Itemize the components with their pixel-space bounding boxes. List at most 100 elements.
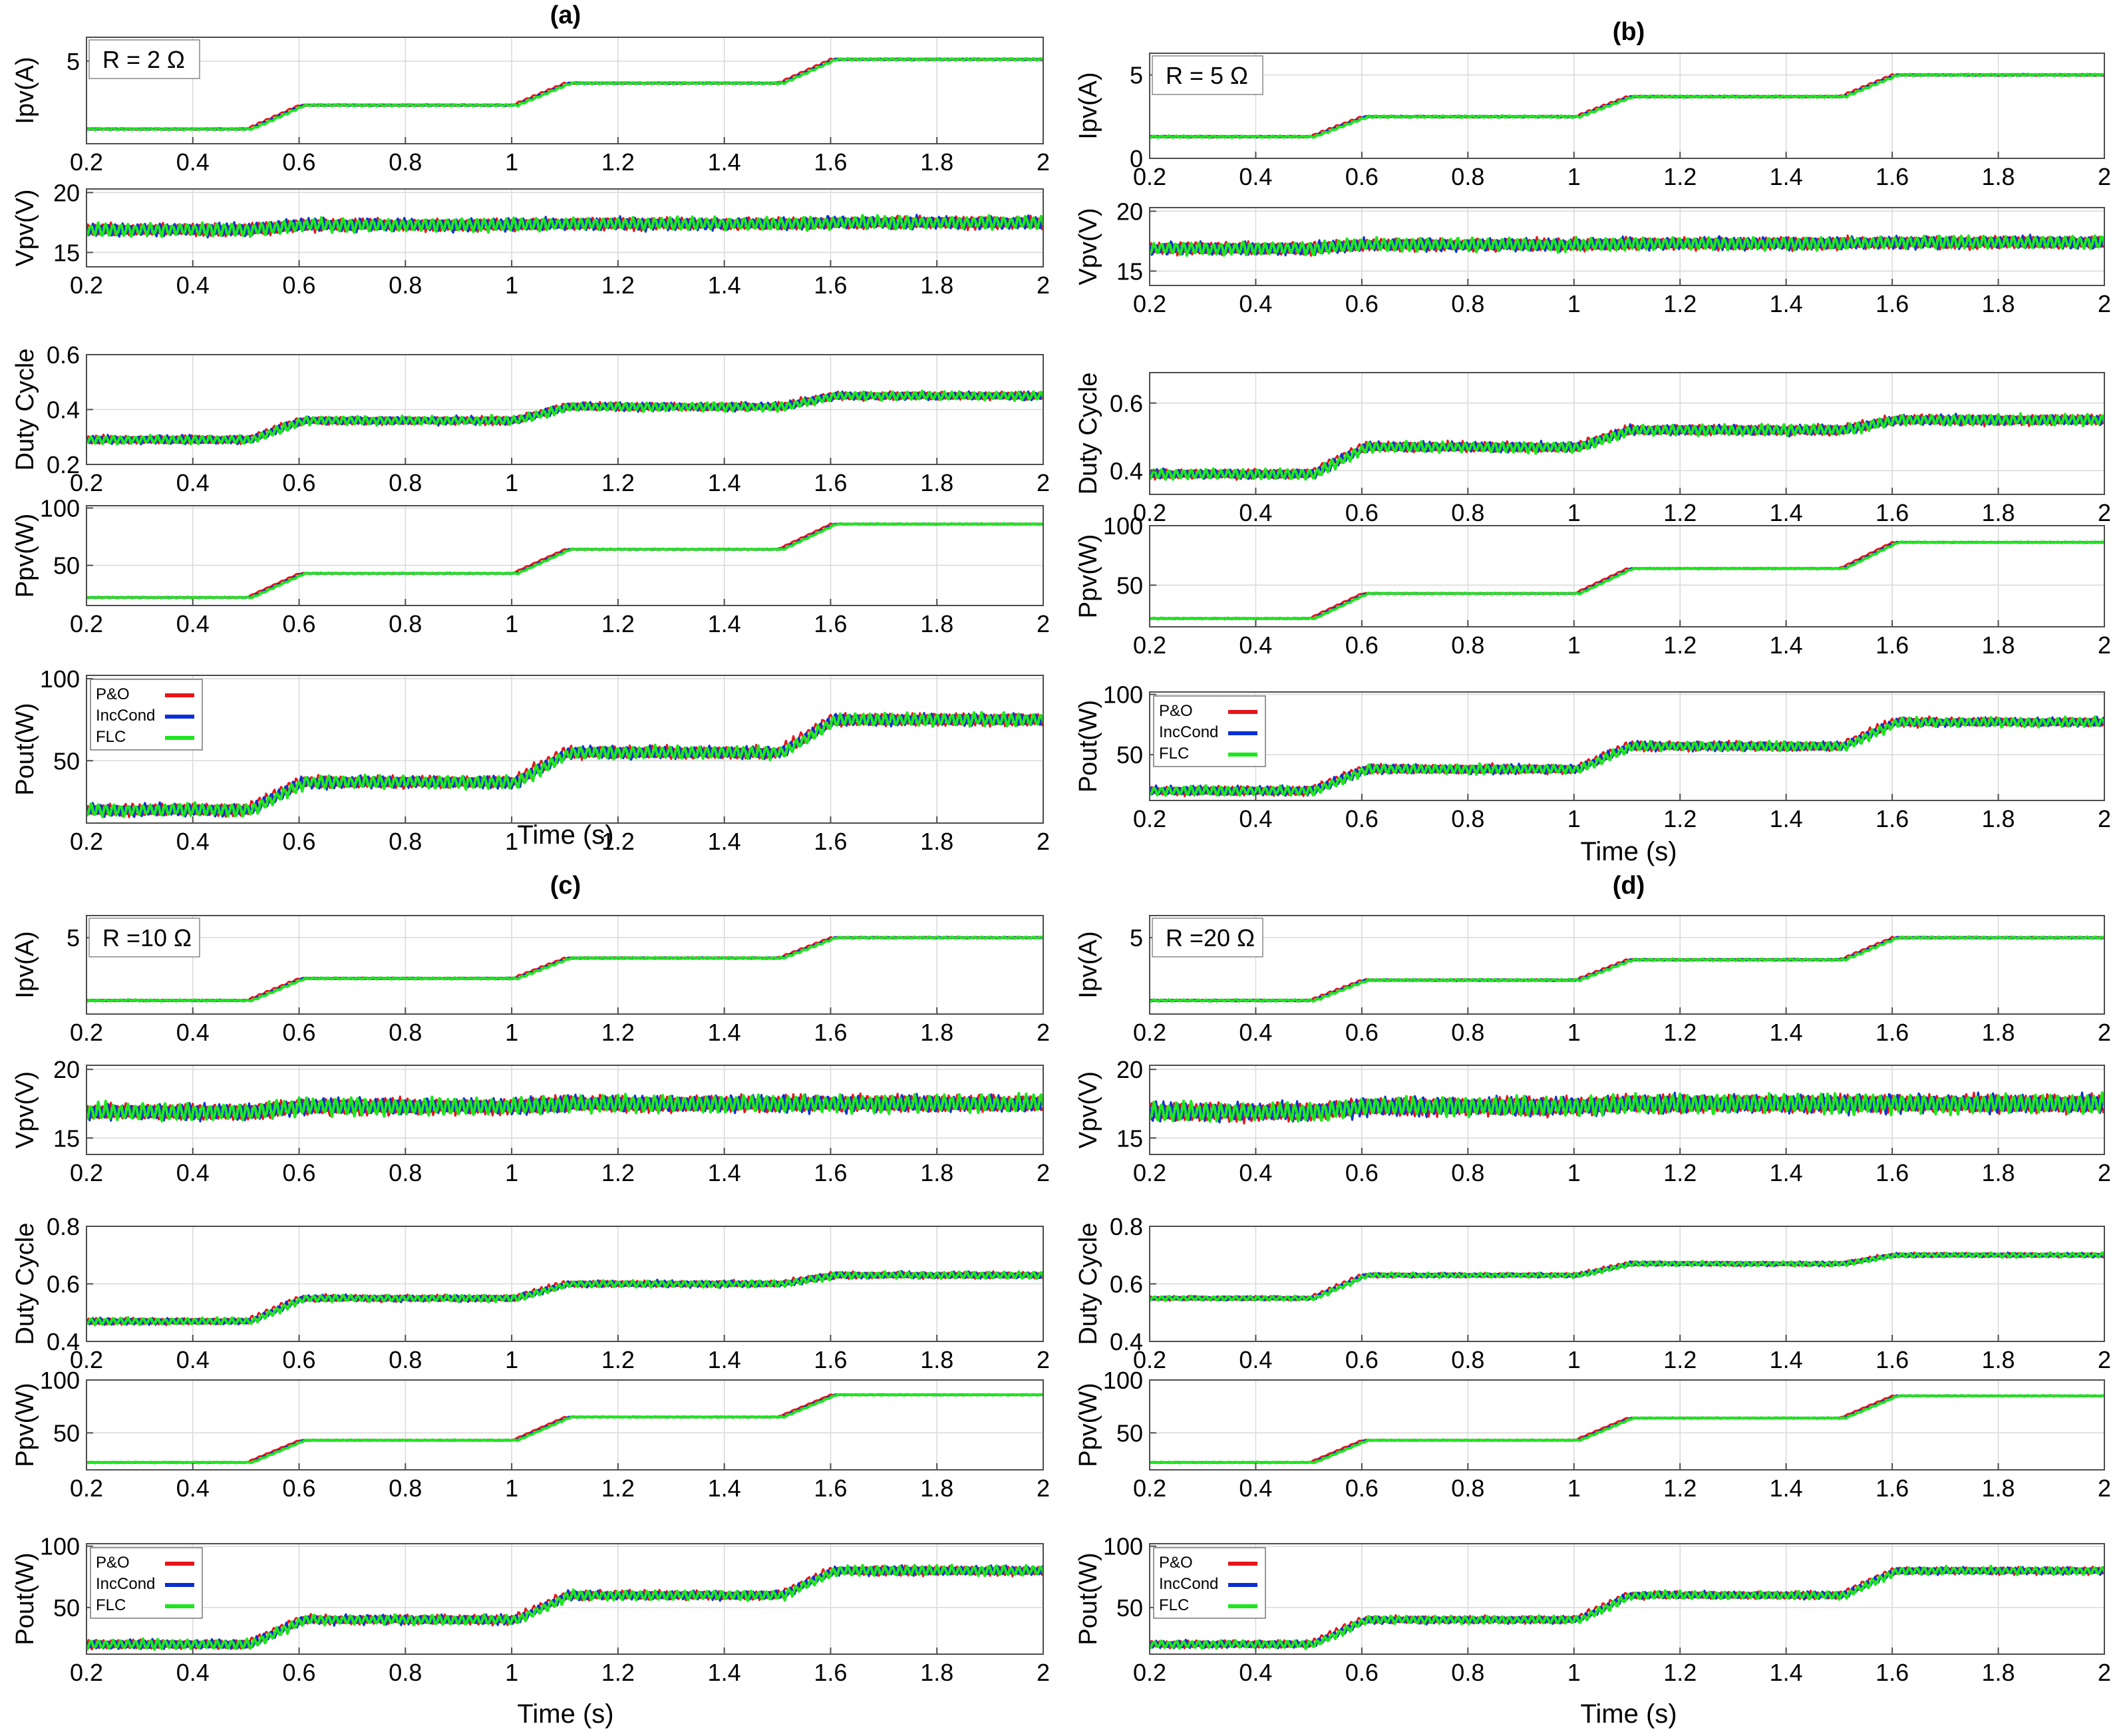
- axes-frame: [1149, 372, 2105, 495]
- x-tick-label: 1.8: [1982, 631, 2015, 659]
- x-tick-label: 0.2: [1133, 499, 1166, 526]
- y-tick-label: 50: [53, 552, 80, 580]
- x-tick-label: 1.2: [1663, 163, 1697, 190]
- x-tick-label: 1.8: [920, 610, 953, 637]
- x-tick-label: 0.2: [70, 1659, 103, 1686]
- y-tick-label: 50: [53, 747, 80, 775]
- x-tick-label: 1.4: [708, 1159, 741, 1186]
- x-tick-label: 1.8: [1982, 163, 2015, 190]
- x-tick-label: 1.6: [1876, 290, 1909, 317]
- series-line-flc: [1150, 73, 2104, 139]
- y-axis-label: Ipv(A): [11, 931, 39, 998]
- x-tick-label: 1.8: [1982, 1019, 2015, 1046]
- x-axis-label: Time (s): [1580, 1699, 1677, 1729]
- annotation-text: R =10 Ω: [102, 924, 192, 952]
- series-group: [86, 1393, 1043, 1465]
- resistance-annotation: R = 5 Ω: [1152, 55, 1263, 95]
- x-tick-label: 1.6: [1876, 1659, 1909, 1686]
- y-tick-label: 15: [1116, 1125, 1143, 1152]
- annotation-text: R =20 Ω: [1166, 924, 1255, 952]
- x-tick-label: 0.2: [1133, 1346, 1166, 1373]
- x-tick-label: 1.2: [1663, 1019, 1697, 1046]
- legend-label: IncCond: [1159, 723, 1218, 741]
- x-tick-label: 1.4: [1770, 1346, 1803, 1373]
- x-tick-label: 0.4: [176, 1159, 210, 1186]
- x-tick-label: 2: [1037, 828, 1050, 855]
- x-tick-label: 1.6: [814, 610, 847, 637]
- panel-title: (c): [550, 872, 581, 900]
- series-line-inccond: [86, 1270, 1043, 1326]
- legend-label: FLC: [96, 728, 126, 746]
- y-tick-label: 0.4: [1110, 1328, 1143, 1355]
- x-tick-label: 1.6: [814, 469, 847, 496]
- x-tick-label: 0.2: [1133, 631, 1166, 659]
- x-tick-label: 1: [505, 1659, 518, 1686]
- x-tick-label: 0.6: [283, 1159, 316, 1186]
- x-tick-label: 2: [2098, 1159, 2111, 1186]
- x-tick-label: 0.8: [389, 1346, 422, 1373]
- x-tick-label: 0.2: [70, 148, 103, 176]
- x-tick-label: 1: [1567, 499, 1581, 526]
- legend: P&O IncCond FLC: [1153, 1547, 1266, 1619]
- x-tick-label: 0.8: [389, 1019, 422, 1046]
- x-tick-label: 1.6: [814, 828, 847, 855]
- y-tick-label: 15: [53, 1125, 80, 1152]
- x-tick-label: 2: [1037, 1346, 1050, 1373]
- series-group: [86, 1092, 1043, 1123]
- panel-a: (a) Time (s): [517, 1, 613, 850]
- x-tick-label: 0.2: [70, 1475, 103, 1502]
- x-tick-label: 0.8: [1451, 1019, 1484, 1046]
- x-tick-label: 2: [2098, 499, 2111, 526]
- x-tick-label: 0.8: [389, 148, 422, 176]
- x-tick-label: 1.6: [1876, 1475, 1909, 1502]
- series-group: [86, 1564, 1043, 1651]
- x-tick-label: 0.8: [1451, 290, 1484, 317]
- y-tick-label: 0.8: [1110, 1213, 1143, 1240]
- x-tick-label: 0.4: [1239, 499, 1272, 526]
- subplot-duty-cycle: 0.2 0.4 0.6 0.8 1 1.2 1.4 1.6 1.8 2 0.2 0.4 0.6 Duty …: [11, 341, 1050, 496]
- x-tick-label: 0.6: [283, 1346, 316, 1373]
- x-tick-label: 0.8: [1451, 163, 1484, 190]
- x-tick-label: 0.4: [1239, 631, 1272, 659]
- x-tick-label: 0.2: [1133, 290, 1166, 317]
- y-tick-label: 0.6: [47, 341, 80, 369]
- x-tick-label: 1.4: [1770, 1659, 1803, 1686]
- y-tick-label: 50: [1116, 741, 1143, 769]
- x-tick-label: 1.4: [1770, 1019, 1803, 1046]
- series-line-flc: [1150, 1564, 2104, 1650]
- x-tick-label: 0.6: [1345, 805, 1379, 832]
- y-tick-label: 100: [1103, 681, 1143, 709]
- x-tick-label: 0.8: [389, 1659, 422, 1686]
- legend: P&O IncCond FLC: [1153, 695, 1266, 767]
- series-line-inccond: [1150, 715, 2104, 797]
- panel-c: (c) Time (s): [517, 872, 613, 1729]
- x-tick-label: 1: [1567, 1346, 1581, 1373]
- x-tick-label: 0.4: [176, 610, 210, 637]
- x-tick-label: 1.6: [1876, 1346, 1909, 1373]
- axes-frame: [1149, 691, 2105, 801]
- series-group: [1150, 73, 2104, 139]
- legend-label: FLC: [1159, 1596, 1189, 1614]
- x-tick-label: 1: [505, 1019, 518, 1046]
- x-tick-label: 0.8: [389, 1475, 422, 1502]
- x-tick-label: 0.2: [1133, 163, 1166, 190]
- x-tick-label: 0.4: [1239, 1475, 1272, 1502]
- x-tick-label: 2: [1037, 271, 1050, 299]
- x-tick-label: 0.4: [176, 271, 210, 299]
- x-tick-label: 2: [1037, 148, 1050, 176]
- series-line-flc: [86, 214, 1043, 238]
- x-tick-label: 1.4: [708, 828, 741, 855]
- y-axis-label: Vpv(V): [1074, 1071, 1102, 1148]
- series-line-flc: [86, 522, 1043, 600]
- x-tick-label: 1.6: [1876, 1159, 1909, 1186]
- x-tick-label: 0.8: [389, 828, 422, 855]
- x-tick-label: 1.2: [601, 148, 635, 176]
- x-tick-label: 0.4: [1239, 1019, 1272, 1046]
- x-tick-label: 1: [505, 1159, 518, 1186]
- resistance-annotation: R =20 Ω: [1152, 918, 1263, 957]
- x-tick-label: 1.2: [601, 1346, 635, 1373]
- y-axis-label: Ipv(A): [1074, 72, 1102, 139]
